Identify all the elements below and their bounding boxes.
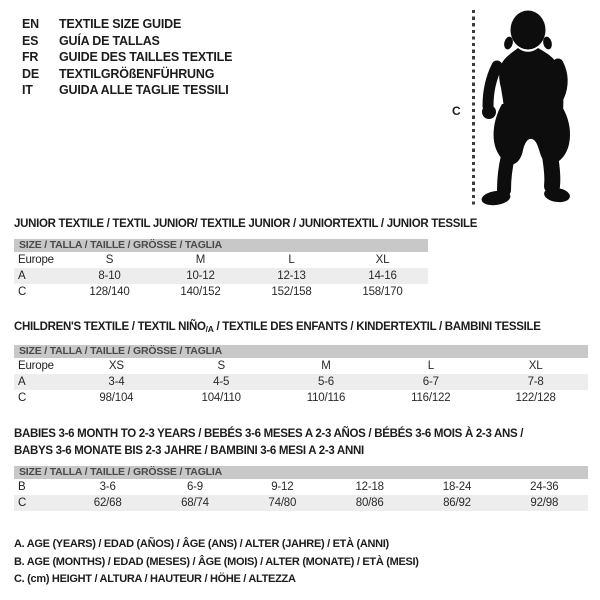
table-row-europe: Europe XS S M L XL: [14, 358, 588, 374]
size-cell: XS: [108, 360, 124, 372]
table-row-age: A 3-4 4-5 5-6 6-7 7-8: [14, 374, 588, 390]
height-cell: 98/104: [99, 392, 134, 404]
size-header-bar: SIZE / TALLA / TAILLE / GRÖSSE / TAGLIA: [14, 466, 588, 479]
height-cell: 74/80: [268, 497, 297, 509]
size-cell: L: [288, 254, 295, 266]
babies-size-table: SIZE / TALLA / TAILLE / GRÖSSE / TAGLIA …: [14, 466, 588, 511]
language-code: DE: [22, 66, 39, 81]
language-code: EN: [22, 17, 39, 32]
table-row-height: C 128/140 140/152 152/158 158/170: [14, 284, 428, 300]
height-cell: 104/110: [201, 392, 242, 404]
row-label: C: [18, 392, 27, 404]
height-cell: 110/116: [306, 392, 346, 404]
size-cell: L: [427, 360, 434, 372]
age-cell: 12-13: [277, 270, 306, 282]
height-cell: 116/122: [411, 392, 451, 404]
age-cell: 7-8: [527, 376, 544, 388]
age-cell: 14-16: [368, 270, 397, 282]
footnote-age-months: B. AGE (MONTHS) / EDAD (MESES) / ÂGE (MO…: [14, 555, 419, 568]
months-cell: 3-6: [99, 481, 116, 493]
table-row-europe: Europe S M L XL: [14, 252, 428, 268]
size-cell: XL: [375, 254, 390, 266]
language-title: GUIDA ALLE TAGLIE TESSILI: [59, 83, 229, 98]
row-label: B: [18, 481, 26, 493]
language-row-fr: FR GUIDE DES TAILLES TEXTILE: [22, 49, 232, 66]
language-code: FR: [22, 50, 39, 65]
row-label: C: [18, 497, 27, 509]
row-label: Europe: [18, 254, 54, 266]
table-row-height: C 98/104 104/110 110/116 116/122 122/128: [14, 390, 588, 406]
size-header-bar: SIZE / TALLA / TAILLE / GRÖSSE / TAGLIA: [14, 345, 588, 358]
footnotes-block: A. AGE (YEARS) / EDAD (AÑOS) / ÂGE (ANS)…: [14, 536, 419, 589]
language-row-es: ES GUÍA DE TALLAS: [22, 33, 232, 50]
junior-table-title: JUNIOR TEXTILE / TEXTIL JUNIOR/ TEXTILE …: [14, 218, 478, 230]
toddler-silhouette: [481, 10, 570, 206]
language-title: GUIDE DES TAILLES TEXTILE: [59, 50, 233, 65]
language-row-en: EN TEXTILE SIZE GUIDE: [22, 16, 232, 33]
height-cell: 86/92: [443, 497, 471, 509]
height-cell: 152/158: [271, 286, 312, 298]
months-cell: 9-12: [271, 481, 294, 493]
height-cell: 80/86: [355, 497, 384, 509]
language-row-de: DE TEXTILGRÖßENFÜHRUNG: [22, 66, 232, 83]
size-header-bar: SIZE / TALLA / TAILLE / GRÖSSE / TAGLIA: [14, 239, 428, 252]
size-cell: S: [105, 254, 114, 266]
age-cell: 4-5: [213, 376, 230, 388]
age-cell: 10-12: [186, 270, 215, 282]
months-cell: 6-9: [186, 481, 203, 493]
table-row-months: B 3-6 6-9 9-12 12-18 18-24 24-36: [14, 479, 588, 495]
size-cell: S: [217, 360, 225, 372]
table-row-height: C 62/68 68/74 74/80 80/86 86/92 92/98: [14, 495, 588, 511]
babies-title-line2: BABYS 3-6 MONATE BIS 2-3 JAHRE / BAMBINI…: [14, 445, 364, 457]
height-cell: 158/170: [362, 286, 403, 298]
months-cell: 12-18: [355, 481, 384, 493]
children-size-table: SIZE / TALLA / TAILLE / GRÖSSE / TAGLIA …: [14, 345, 588, 406]
junior-size-table: SIZE / TALLA / TAILLE / GRÖSSE / TAGLIA …: [14, 239, 428, 300]
footnote-age-years: A. AGE (YEARS) / EDAD (AÑOS) / ÂGE (ANS)…: [14, 538, 389, 550]
height-measure-label: C: [452, 104, 461, 118]
children-title-subscript: /A: [205, 324, 214, 334]
row-label: Europe: [18, 360, 54, 372]
babies-title-line1: BABIES 3-6 MONTH TO 2-3 YEARS / BEBÉS 3-…: [14, 428, 524, 440]
months-cell: 24-36: [530, 481, 559, 493]
language-title-block: EN TEXTILE SIZE GUIDE ES GUÍA DE TALLAS …: [22, 16, 232, 99]
footnote-height: C. (cm) HEIGHT / ALTURA / HAUTEUR / HÖHE…: [14, 573, 296, 585]
months-cell: 18-24: [442, 481, 472, 493]
row-label: C: [18, 286, 27, 298]
age-cell: 5-6: [317, 376, 334, 388]
height-cell: 128/140: [89, 286, 130, 298]
age-cell: 8-10: [98, 270, 121, 282]
size-cell: M: [195, 254, 206, 266]
children-title-text: / TEXTILE DES ENFANTS / KINDERTEXTIL / B…: [213, 321, 541, 333]
language-title: GUÍA DE TALLAS: [59, 33, 160, 48]
height-cell: 62/68: [93, 497, 122, 509]
height-dashed-line: [472, 10, 475, 208]
height-cell: 68/74: [181, 497, 209, 509]
language-code: IT: [22, 83, 33, 98]
language-title: TEXTILGRÖßENFÜHRUNG: [59, 66, 215, 81]
age-cell: 3-4: [108, 376, 125, 388]
height-cell: 122/128: [515, 392, 556, 404]
size-cell: XL: [528, 360, 543, 372]
language-row-it: IT GUIDA ALLE TAGLIE TESSILI: [22, 82, 232, 99]
language-title: TEXTILE SIZE GUIDE: [59, 17, 182, 32]
babies-table-title: BABIES 3-6 MONTH TO 2-3 YEARS / BEBÉS 3-…: [14, 426, 524, 460]
height-cell: 92/98: [530, 497, 559, 509]
age-cell: 6-7: [422, 376, 439, 388]
table-row-age: A 8-10 10-12 12-13 14-16: [14, 268, 428, 284]
row-label: A: [18, 376, 26, 388]
row-label: A: [18, 270, 26, 282]
children-table-title: CHILDREN'S TEXTILE / TEXTIL NIÑO/A / TEX…: [14, 321, 541, 334]
language-code: ES: [22, 33, 39, 48]
children-title-text: CHILDREN'S TEXTILE / TEXTIL NIÑO: [14, 321, 206, 333]
height-cell: 140/152: [180, 286, 221, 298]
size-cell: M: [321, 360, 331, 372]
